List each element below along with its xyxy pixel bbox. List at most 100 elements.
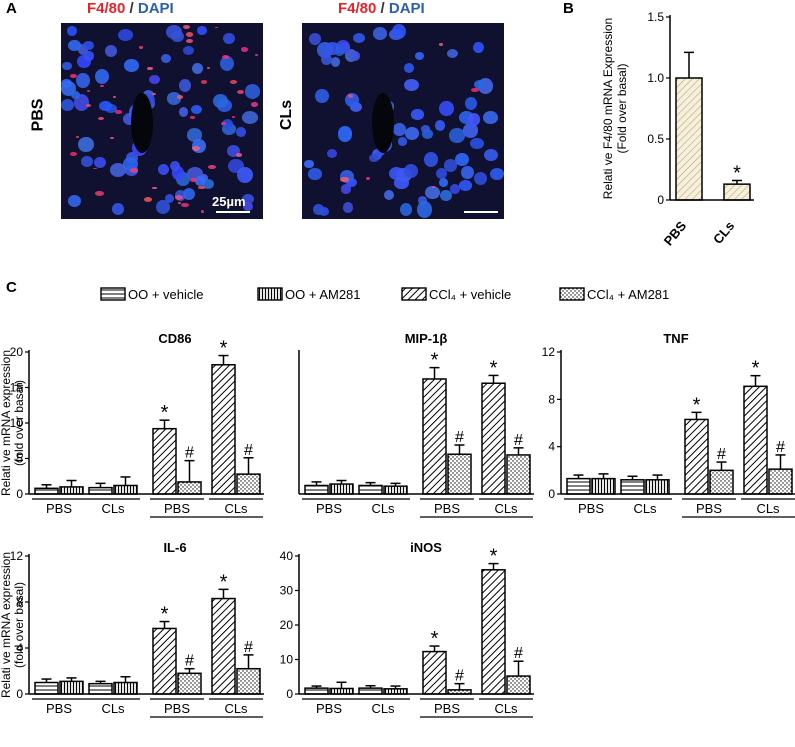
bar (768, 468, 793, 495)
y-axis-label: Relati ve mRNA expression (0, 552, 13, 698)
bar (506, 675, 531, 695)
nucleus (405, 126, 419, 140)
nucleus (424, 152, 439, 168)
bar (304, 687, 329, 695)
bar (591, 477, 616, 495)
bar (329, 687, 354, 695)
nucleus (123, 157, 139, 171)
nucleus (80, 155, 94, 167)
chart-mip: * # * # PBS CLs PBS CLs MIP-1β (298, 331, 534, 518)
nucleus (124, 59, 139, 72)
f480-signal (250, 102, 259, 107)
f480-signal (110, 136, 114, 139)
y-tick-label: 12 (542, 345, 556, 359)
nucleus (373, 27, 387, 40)
f480-signal (139, 46, 144, 49)
nucleus (222, 118, 234, 129)
group-label: PBS (316, 701, 342, 716)
nucleus (61, 98, 75, 111)
nucleus (160, 53, 171, 64)
legend-label: CCl₄ + vehicle (429, 287, 511, 302)
y-tick-label: 0 (16, 487, 23, 501)
y-tick-label: 1.0 (647, 71, 664, 85)
f480-signal (190, 116, 195, 119)
nucleus (353, 33, 365, 44)
nucleus (454, 152, 469, 166)
nucleus (62, 61, 72, 70)
nucleus (435, 168, 448, 180)
f480-signal (215, 26, 219, 29)
group-label: PBS (164, 701, 190, 716)
f480-signal (152, 186, 158, 190)
title-sep: / (125, 0, 138, 17)
nucleus (170, 160, 181, 172)
f480-signal (146, 66, 153, 71)
significance-hash: # (514, 645, 523, 662)
significance-star: * (161, 604, 169, 626)
nucleus (236, 127, 246, 137)
y-axis-sublabel: (Fold over basal) (615, 63, 629, 153)
bar (383, 688, 408, 695)
significance-star: * (220, 571, 228, 593)
f480-signal (254, 54, 259, 57)
f480-signal (229, 79, 237, 84)
nucleus (443, 159, 458, 172)
nucleus (112, 203, 125, 216)
nucleus (458, 179, 473, 191)
nucleus (68, 195, 82, 208)
f480-signal (95, 190, 104, 196)
nucleus (117, 28, 133, 42)
nucleus (321, 53, 332, 65)
f480-signal (143, 197, 153, 203)
nucleus (149, 75, 160, 85)
group-label: CLs (224, 501, 248, 516)
f480-signal (181, 202, 189, 208)
nucleus (340, 184, 352, 194)
nucleus (71, 90, 81, 99)
nucleus (349, 101, 363, 113)
f480-signal (198, 185, 205, 190)
nucleus (191, 63, 204, 75)
nucleus (244, 84, 261, 99)
y-axis-label: Relati ve F4/80 mRNA Expression (601, 18, 615, 199)
significance-hash: # (717, 446, 726, 463)
group-label: CLs (756, 501, 780, 516)
group-label: CLs (633, 501, 657, 516)
nucleus (318, 207, 330, 217)
bar (152, 627, 177, 695)
chart-title: IL-6 (163, 540, 186, 555)
f480-signal (129, 168, 138, 174)
nucleus (484, 148, 499, 162)
f480-signal (190, 178, 198, 183)
chart-title: CD86 (158, 331, 191, 346)
group-label: CLs (494, 701, 518, 716)
group-label: PBS (46, 501, 72, 516)
nucleus (335, 48, 345, 57)
f480-signal (152, 92, 156, 96)
nucleus (465, 97, 478, 110)
group-label: CLs (371, 701, 395, 716)
f480-signal (182, 24, 190, 30)
nucleus (391, 23, 406, 39)
nucleus (122, 112, 136, 125)
nucleus (67, 26, 77, 37)
scalebar-2 (464, 211, 498, 213)
nucleus (411, 109, 424, 120)
bar (34, 487, 59, 495)
title-dapi: DAPI (137, 0, 174, 17)
bar (113, 484, 138, 495)
bar (723, 183, 751, 201)
f480-signal (200, 210, 205, 213)
chart-il6: 0 4 8 12 * # * # PBS CLs PBS CLs IL-6 Relati ve mRNA … (0, 540, 264, 718)
nucleus (434, 120, 446, 131)
chart-b: 0 0.5 1.0 1.5 * PBS CLs Relati ve F4/80 mRNA Ex… (601, 10, 754, 248)
chart-cd86: 0 5 10 15 20 * # * # PBS CLs PBS CLs CD86 Relati ve mR… (0, 331, 264, 518)
nucleus (327, 148, 337, 159)
f480-signal (75, 136, 79, 139)
nucleus (182, 46, 194, 56)
category-label: PBS (661, 218, 690, 248)
bar (675, 77, 703, 201)
nucleus (182, 187, 196, 201)
f480-signal (438, 43, 444, 46)
nucleus (337, 126, 353, 142)
